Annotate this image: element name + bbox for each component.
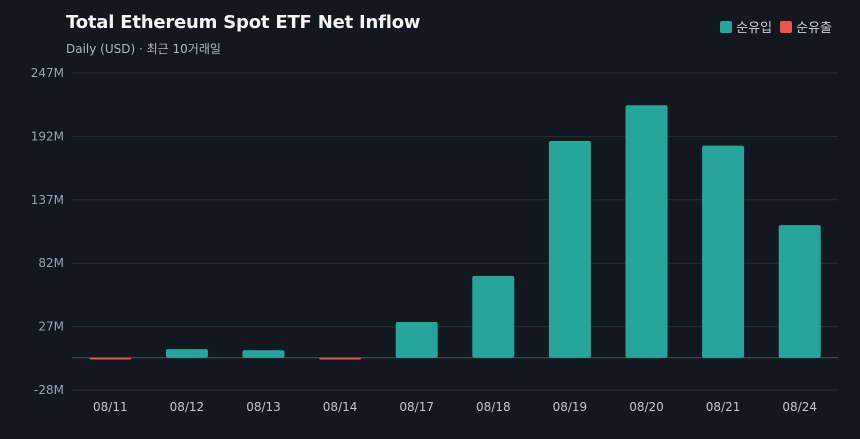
bar-08-17 <box>395 321 438 358</box>
y-tick-label: 27M <box>38 320 64 334</box>
x-tick-label: 08/11 <box>93 400 128 414</box>
x-tick-label: 08/19 <box>553 400 588 414</box>
bar-08-12 <box>165 349 208 358</box>
x-tick-label: 08/17 <box>399 400 434 414</box>
bar-08-18 <box>472 275 515 358</box>
legend-label-outflow: 순유출 <box>796 21 832 36</box>
y-tick-label: 192M <box>31 129 64 143</box>
legend-label-inflow: 순유입 <box>736 21 773 36</box>
x-tick-label: 08/24 <box>782 400 817 414</box>
x-tick-label: 08/14 <box>323 400 358 414</box>
bar-08-24 <box>778 225 821 358</box>
bar-08-20 <box>625 105 668 358</box>
y-tick-label: 82M <box>38 256 64 270</box>
chart-legend: 순유입 순유출 <box>720 17 832 36</box>
legend-swatch-inflow <box>720 20 733 33</box>
legend-swatch-outflow <box>780 20 793 33</box>
x-tick-label: 08/13 <box>246 400 281 414</box>
legend-item-outflow[interactable]: 순유출 <box>780 17 832 36</box>
bar-08-14 <box>319 357 362 360</box>
bar-08-21 <box>702 145 745 358</box>
y-tick-label: 247M <box>31 66 64 80</box>
chart-subtitle: Daily (USD) · 최근 10거래일 <box>66 42 221 56</box>
bar-08-19 <box>548 141 591 358</box>
legend-item-inflow[interactable]: 순유입 <box>720 17 772 36</box>
chart-title: Total Ethereum Spot ETF Net Inflow <box>66 12 421 33</box>
x-tick-label: 08/21 <box>706 400 741 414</box>
y-tick-label: 137M <box>31 193 64 207</box>
bar-08-13 <box>242 350 285 358</box>
y-tick-label: -28M <box>34 383 64 397</box>
x-tick-label: 08/18 <box>476 400 511 414</box>
x-tick-label: 08/12 <box>170 400 205 414</box>
x-tick-label: 08/20 <box>629 400 664 414</box>
bar-08-11 <box>89 357 132 360</box>
